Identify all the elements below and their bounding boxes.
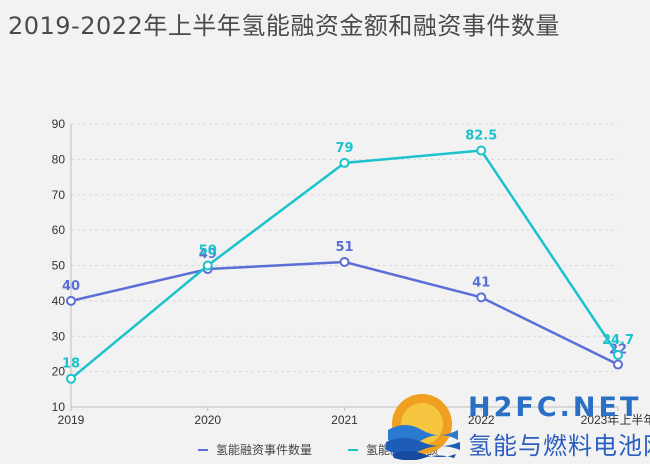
y-tick-label: 60 [52,223,66,237]
y-tick-label: 50 [52,259,66,273]
y-tick-label: 70 [52,188,66,202]
watermark-latin: H2FC.NET [468,392,642,423]
data-point [613,359,623,370]
chart-area: 10 20 30 40 50 60 70 80 90 2019 2020 2021 2022 2023年上… [0,110,650,464]
data-label: 40 [62,279,80,294]
x-tick-label: 2022 [468,413,495,427]
data-label: 18 [62,357,80,372]
data-point [202,260,213,271]
data-label: 41 [472,275,490,290]
x-tick-label: 2023年上半年 [581,413,650,427]
watermark-chinese: 氢能与燃料电池网 [468,432,650,460]
x-tick-label: 2020 [194,413,221,427]
y-tick-label: 10 [52,400,66,414]
data-point [613,349,623,360]
y-tick-label: 30 [52,329,66,343]
data-label: 50 [199,244,217,259]
data-label: 24.7 [602,333,634,348]
series-line [70,260,619,366]
watermark-logo-icon [386,394,460,460]
data-label: 51 [335,240,353,255]
y-tick-label: 90 [52,117,66,131]
chart-title: 2019-2022年上半年氢能融资金额和融资事件数量 [8,12,560,40]
data-point [339,157,350,168]
y-tick-label: 80 [52,152,66,166]
line-chart: 10 20 30 40 50 60 70 80 90 2019 2020 2021 2022 2023年上… [52,117,650,457]
h2fc-watermark: H2FC.NET 氢能与燃料电池网 [380,390,650,460]
data-label: 82.5 [465,129,497,144]
legend-label: 氢能融资事件数量 [216,442,312,457]
data-point [476,145,487,156]
data-point [66,295,76,306]
data-label: 79 [335,141,353,156]
y-tick-label: 40 [52,294,66,308]
data-label: 49 [199,247,217,262]
y-tick-label: 20 [52,365,66,379]
data-point [66,373,76,384]
x-tick-label: 2019 [58,413,85,427]
x-tick-label: 2021 [331,413,358,427]
data-point [476,292,487,303]
data-point [339,256,350,267]
